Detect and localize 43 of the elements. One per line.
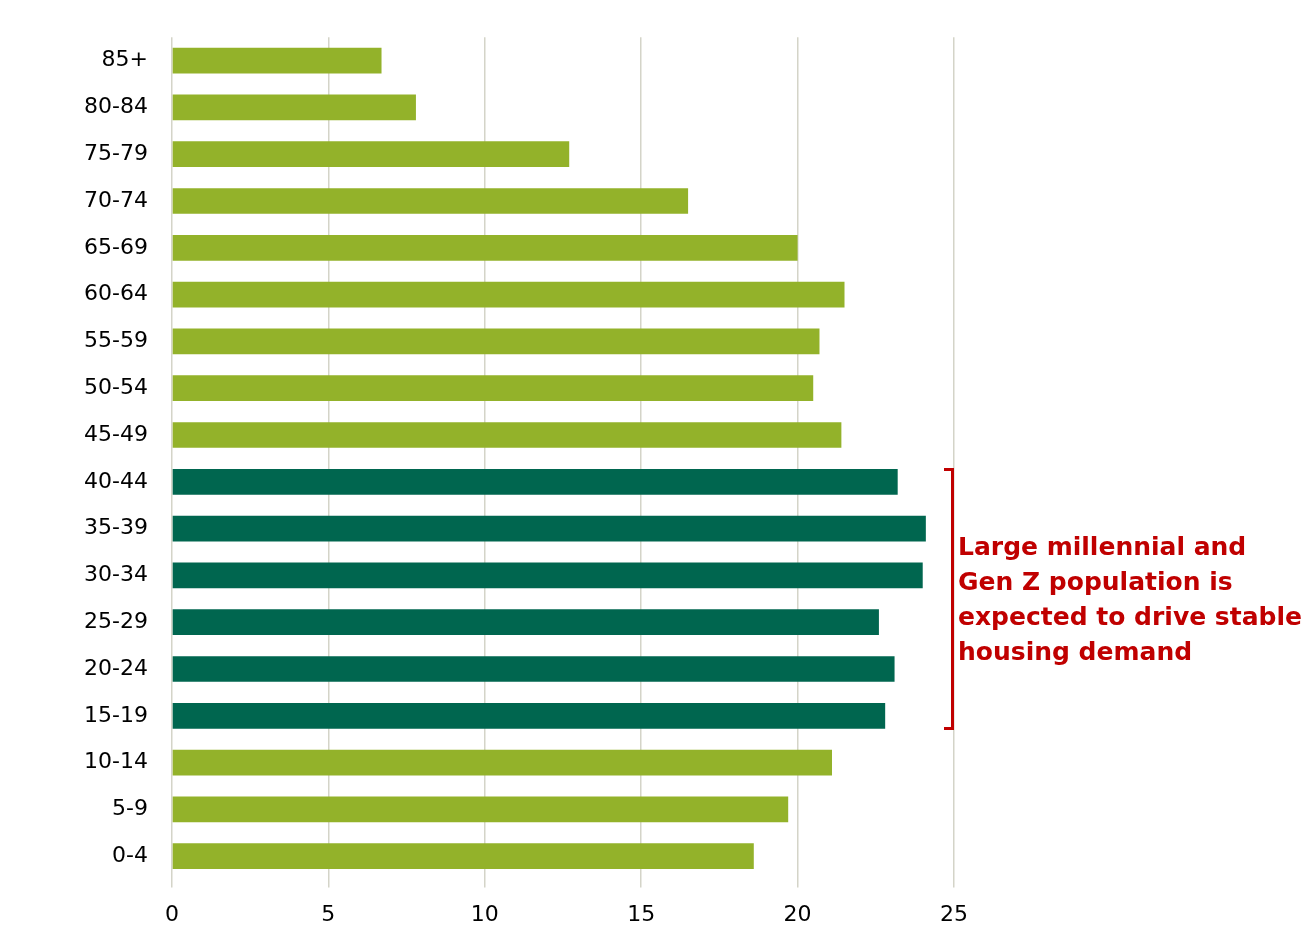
y-tick-label: 10-14 bbox=[83, 748, 148, 774]
bar bbox=[172, 281, 845, 308]
bar bbox=[172, 843, 754, 870]
y-tick-label: 40-44 bbox=[83, 467, 148, 493]
bar bbox=[172, 234, 798, 261]
y-tick-label: 55-59 bbox=[83, 327, 148, 353]
y-tick-label: 15-19 bbox=[83, 701, 148, 727]
bar bbox=[172, 749, 832, 776]
bar bbox=[172, 609, 879, 636]
bar bbox=[172, 422, 842, 448]
y-tick-label: 75-79 bbox=[83, 139, 148, 165]
bar bbox=[172, 562, 923, 589]
y-tick-label: 70-74 bbox=[83, 186, 148, 212]
bar bbox=[172, 468, 898, 495]
text: Large millennial and Gen Z population is expected to drive stable housing demand bbox=[958, 530, 1303, 668]
y-tick-label: 30-34 bbox=[83, 561, 148, 587]
bar bbox=[172, 188, 689, 214]
x-tick-label: 10 bbox=[470, 900, 499, 926]
x-tick-label: 5 bbox=[321, 900, 336, 926]
x-tick-label: 15 bbox=[627, 900, 656, 926]
bar bbox=[172, 141, 570, 168]
y-tick-label: 60-64 bbox=[83, 280, 148, 306]
bar bbox=[172, 656, 895, 682]
bar bbox=[172, 515, 926, 542]
y-tick-label: 0-4 bbox=[111, 841, 148, 867]
y-tick-label: 80-84 bbox=[83, 93, 148, 119]
y-tick-label: 65-69 bbox=[83, 233, 148, 259]
bar bbox=[172, 94, 416, 121]
y-tick-label: 25-29 bbox=[83, 607, 148, 633]
bar bbox=[172, 796, 789, 823]
y-tick-label: 35-39 bbox=[83, 514, 148, 540]
bar bbox=[172, 47, 382, 74]
y-tick-label: 50-54 bbox=[83, 373, 148, 399]
bar bbox=[172, 702, 886, 729]
y-tick-label: 5-9 bbox=[111, 795, 148, 821]
x-tick-label: 0 bbox=[164, 900, 179, 926]
bar bbox=[172, 328, 820, 355]
y-tick-label: 45-49 bbox=[83, 420, 148, 446]
x-tick-label: 25 bbox=[940, 900, 968, 926]
x-tick-label: 20 bbox=[783, 900, 812, 926]
bar bbox=[172, 375, 814, 402]
y-tick-label: 20-24 bbox=[83, 654, 148, 680]
y-tick-label: 85+ bbox=[101, 46, 148, 72]
